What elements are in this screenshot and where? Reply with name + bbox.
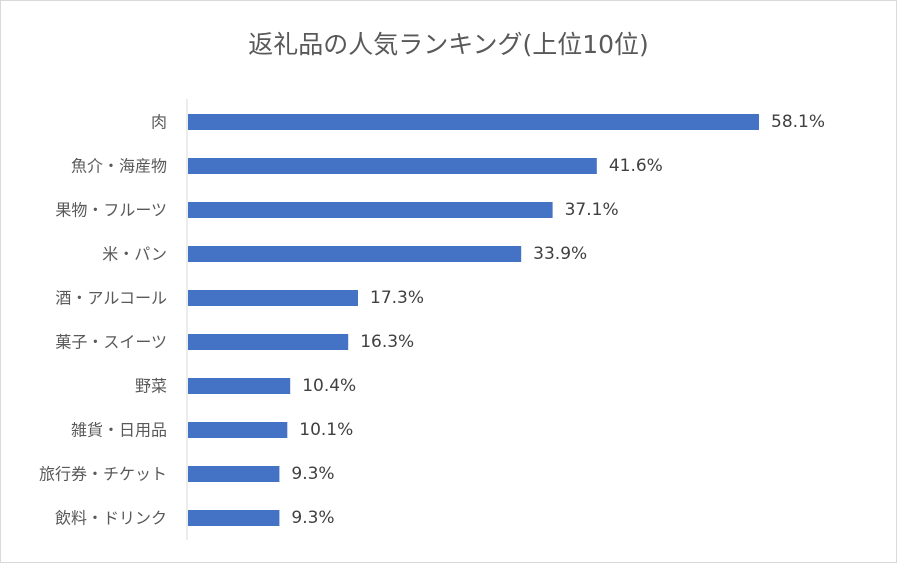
bar (188, 290, 358, 306)
bar (188, 510, 280, 526)
category-label: 酒・アルコール (55, 289, 167, 308)
data-label: 41.6% (609, 156, 663, 176)
bar (188, 334, 349, 350)
bar-group: 肉 58.1% 魚介・海産物 41.6% 果物・フルーツ 37.1% 米・パン 33.9% 酒・… (39, 112, 825, 528)
data-label: 33.9% (533, 244, 587, 264)
category-label: 雑貨・日用品 (71, 421, 167, 440)
category-label: 果物・フルーツ (55, 201, 167, 220)
category-label: 野菜 (135, 377, 167, 396)
category-label: 菓子・スイーツ (55, 333, 167, 352)
chart-title: 返礼品の人気ランキング(上位10位) (248, 30, 649, 59)
category-label: 米・パン (102, 245, 167, 264)
data-label: 10.1% (299, 420, 353, 440)
category-label: 肉 (151, 113, 167, 132)
data-label: 17.3% (370, 288, 424, 308)
data-label: 9.3% (291, 464, 334, 484)
category-label: 旅行券・チケット (39, 465, 167, 484)
data-label: 37.1% (565, 200, 619, 220)
bar (188, 114, 759, 130)
data-label: 9.3% (291, 508, 334, 528)
data-label: 10.4% (302, 376, 356, 396)
category-label: 飲料・ドリンク (55, 509, 167, 528)
data-label: 16.3% (360, 332, 414, 352)
bar (188, 466, 280, 482)
bar (188, 378, 291, 394)
data-label: 58.1% (771, 112, 825, 132)
category-label: 魚介・海産物 (71, 157, 167, 176)
bar (188, 158, 597, 174)
bar (188, 246, 522, 262)
bar (188, 422, 288, 438)
bar (188, 202, 553, 218)
